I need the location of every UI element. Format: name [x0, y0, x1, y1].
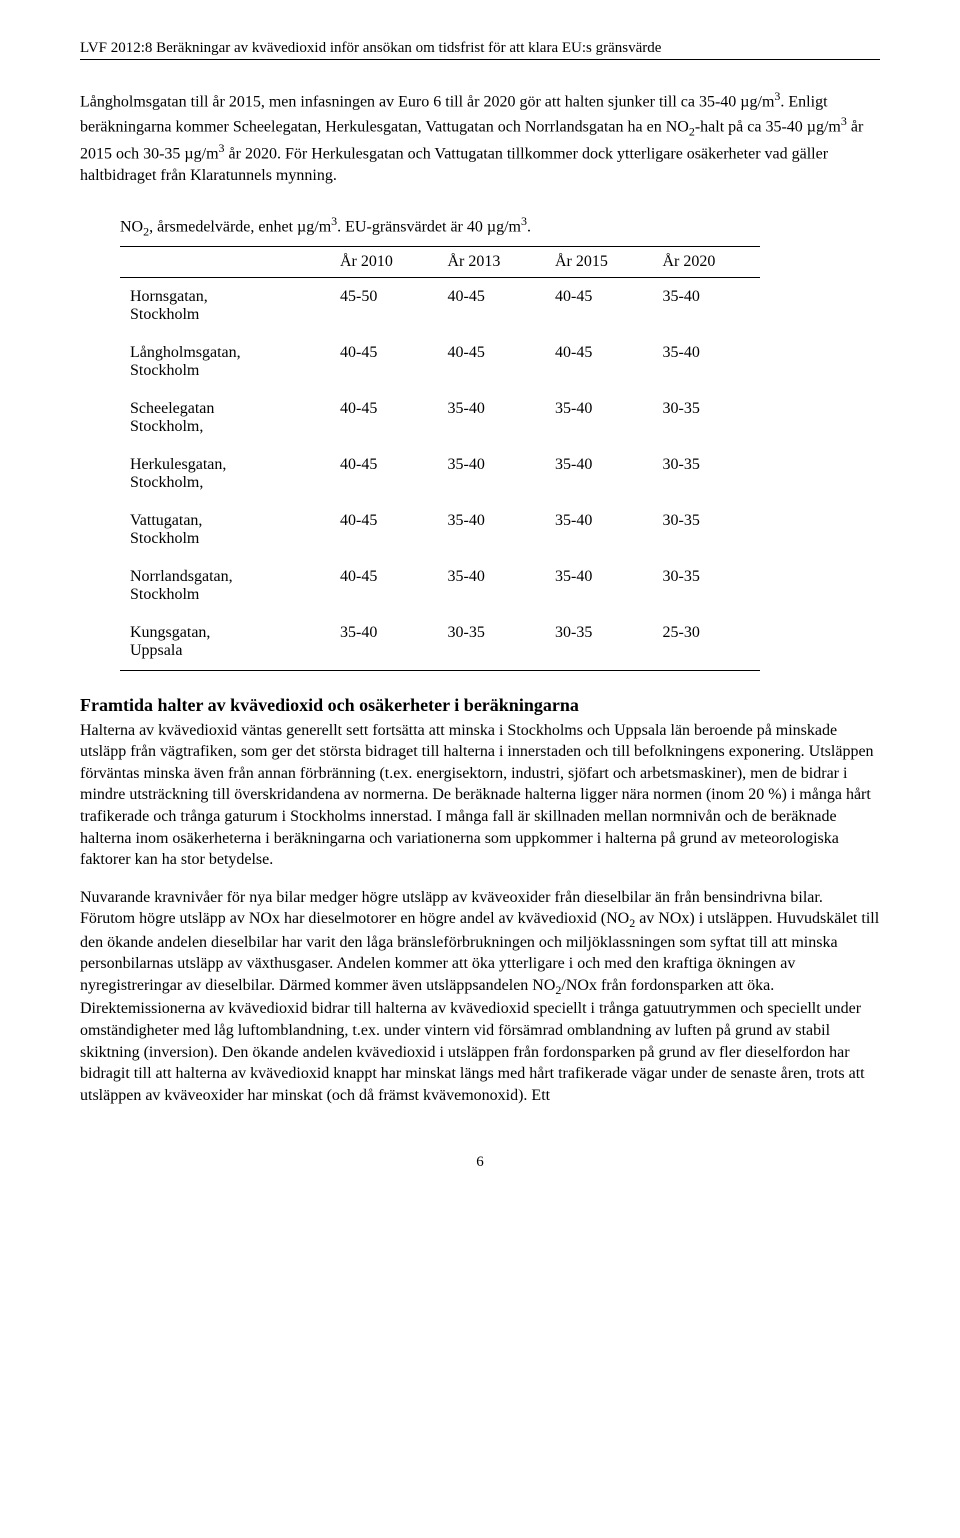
- table-row-label: Vattugatan,Stockholm: [120, 502, 330, 558]
- table-row-label: Kungsgatan,Uppsala: [120, 614, 330, 671]
- text: , årsmedelvärde, enhet µg/m: [149, 218, 331, 235]
- table-cell: 40-45: [330, 446, 438, 502]
- table-cell: 35-40: [438, 502, 546, 558]
- table-cell: 40-45: [330, 502, 438, 558]
- table-cell: 35-40: [438, 446, 546, 502]
- table-cell: 35-40: [330, 614, 438, 671]
- table-cell: 40-45: [330, 390, 438, 446]
- table-cell: 40-45: [330, 334, 438, 390]
- table-cell: 40-45: [438, 277, 546, 334]
- table-cell: 35-40: [545, 558, 653, 614]
- table-row-label: Herkulesgatan,Stockholm,: [120, 446, 330, 502]
- table-cell: 35-40: [545, 446, 653, 502]
- text: /NOx från fordonsparken att öka. Direkte…: [80, 977, 865, 1104]
- table-row-label: ScheelegatanStockholm,: [120, 390, 330, 446]
- table-cell: 35-40: [653, 277, 761, 334]
- text: .: [527, 218, 531, 235]
- table-header-cell: År 2015: [545, 246, 653, 277]
- page: LVF 2012:8 Beräkningar av kvävedioxid in…: [0, 0, 960, 1231]
- text: -halt på ca 35-40 µg/m: [695, 118, 841, 135]
- table-cell: 30-35: [545, 614, 653, 671]
- table-cell: 45-50: [330, 277, 438, 334]
- table-header-cell: År 2020: [653, 246, 761, 277]
- no2-table: År 2010 År 2013 År 2015 År 2020 Hornsgat…: [120, 246, 760, 671]
- section-paragraph-1: Halterna av kvävedioxid väntas generellt…: [80, 720, 880, 871]
- table-cell: 30-35: [653, 390, 761, 446]
- text: NO: [120, 218, 143, 235]
- table-cell: 30-35: [438, 614, 546, 671]
- table-row: Kungsgatan,Uppsala35-4030-3530-3525-30: [120, 614, 760, 671]
- table-row-label: Norrlandsgatan,Stockholm: [120, 558, 330, 614]
- text: Långholmsgatan till år 2015, men infasni…: [80, 93, 774, 110]
- table-caption: NO2, årsmedelvärde, enhet µg/m3. EU-grän…: [120, 214, 880, 240]
- table-cell: 25-30: [653, 614, 761, 671]
- table-body: Hornsgatan,Stockholm45-5040-4540-4535-40…: [120, 277, 760, 670]
- table-cell: 35-40: [438, 558, 546, 614]
- section-title: Framtida halter av kvävedioxid och osäke…: [80, 695, 880, 716]
- intro-paragraph: Långholmsgatan till år 2015, men infasni…: [80, 88, 880, 186]
- section-paragraph-2: Nuvarande kravnivåer för nya bilar medge…: [80, 887, 880, 1107]
- table-row: ScheelegatanStockholm,40-4535-4035-4030-…: [120, 390, 760, 446]
- table-row-label: Hornsgatan,Stockholm: [120, 277, 330, 334]
- table-row: Långholmsgatan,Stockholm40-4540-4540-453…: [120, 334, 760, 390]
- table-header-cell: [120, 246, 330, 277]
- table-row: Norrlandsgatan,Stockholm40-4535-4035-403…: [120, 558, 760, 614]
- table-row-label: Långholmsgatan,Stockholm: [120, 334, 330, 390]
- table-cell: 40-45: [545, 334, 653, 390]
- table-cell: 35-40: [545, 390, 653, 446]
- table-cell: 40-45: [545, 277, 653, 334]
- table-cell: 30-35: [653, 502, 761, 558]
- table-row: Vattugatan,Stockholm40-4535-4035-4030-35: [120, 502, 760, 558]
- table-header-cell: År 2013: [438, 246, 546, 277]
- table-cell: 30-35: [653, 446, 761, 502]
- table-row: Herkulesgatan,Stockholm,40-4535-4035-403…: [120, 446, 760, 502]
- table-cell: 35-40: [438, 390, 546, 446]
- table-cell: 40-45: [330, 558, 438, 614]
- table-header-row: År 2010 År 2013 År 2015 År 2020: [120, 246, 760, 277]
- table-cell: 35-40: [653, 334, 761, 390]
- page-number: 6: [80, 1154, 880, 1171]
- table-row: Hornsgatan,Stockholm45-5040-4540-4535-40: [120, 277, 760, 334]
- table-cell: 35-40: [545, 502, 653, 558]
- table-cell: 40-45: [438, 334, 546, 390]
- table-cell: 30-35: [653, 558, 761, 614]
- document-header: LVF 2012:8 Beräkningar av kvävedioxid in…: [80, 40, 880, 60]
- text: . EU-gränsvärdet är 40 µg/m: [337, 218, 521, 235]
- table-header-cell: År 2010: [330, 246, 438, 277]
